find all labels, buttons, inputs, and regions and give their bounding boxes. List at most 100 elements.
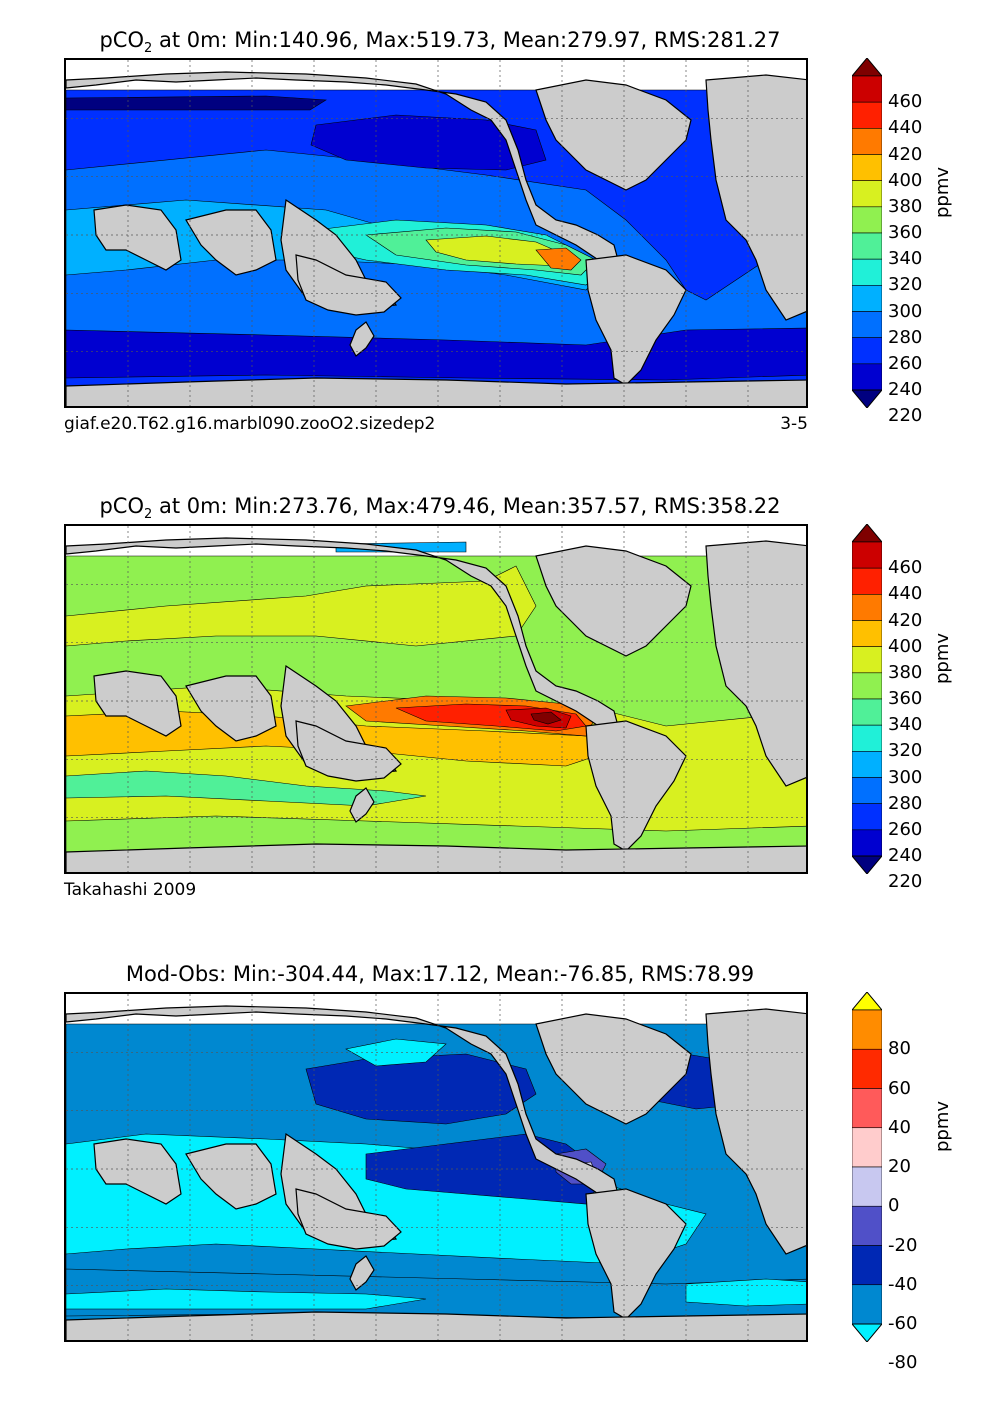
map-plot	[64, 992, 808, 1342]
colorbar	[852, 524, 882, 874]
colorbar-tick-label: 380	[888, 661, 923, 683]
land-mass	[66, 71, 619, 266]
contour-region	[66, 565, 537, 647]
colorbar-band	[852, 1009, 882, 1050]
colorbar-tick-label: 0	[888, 1195, 900, 1217]
colorbar-tick-label: -60	[888, 1313, 918, 1334]
land-mass	[66, 377, 806, 406]
colorbar-band	[852, 258, 882, 286]
contour-region	[66, 770, 427, 807]
panel-difference: Mod-Obs: Min:-304.44, Max:17.12, Mean:-7…	[0, 962, 987, 1422]
colorbar	[852, 992, 882, 1342]
contour-region	[66, 95, 327, 111]
colorbar-band	[852, 724, 882, 752]
land-mass	[535, 1013, 692, 1125]
colorbar-band	[852, 803, 882, 831]
land-mass	[295, 254, 402, 316]
colorbar-extend-max	[852, 58, 882, 77]
map-plot	[64, 524, 808, 874]
colorbar-band	[852, 1245, 882, 1286]
land-mass	[585, 254, 687, 386]
colorbar-tick-label: 320	[888, 740, 923, 762]
run-name-label: giaf.e20.T62.g16.marbl090.zooO2.sizedep2	[64, 414, 436, 434]
colorbar-tick-label: 460	[888, 91, 923, 113]
colorbar-unit-label: ppmv	[932, 1100, 953, 1152]
season-label: 3-5	[780, 414, 808, 434]
colorbar-tick-label: 400	[888, 169, 923, 191]
land-mass	[66, 843, 806, 872]
land-mass	[295, 1188, 402, 1250]
colorbar-band	[852, 206, 882, 234]
land-mass	[705, 74, 806, 321]
colorbar-tick-label: 280	[888, 792, 923, 814]
land-mass	[66, 1311, 806, 1340]
land-mass	[705, 1008, 806, 1255]
land-mass	[93, 670, 182, 737]
colorbar-tick-label: 340	[888, 714, 923, 736]
colorbar-tick-label: 240	[888, 379, 923, 400]
colorbar-tick-label: 220	[888, 405, 923, 427]
colorbar-extend-max	[852, 992, 882, 1011]
colorbar-tick-label: 440	[888, 117, 923, 139]
contour-region	[535, 247, 582, 271]
land-mass	[585, 720, 687, 852]
colorbar-extend-min	[852, 1323, 882, 1342]
colorbar-tick-label: 380	[888, 195, 923, 217]
colorbar-tick-label: 260	[888, 352, 923, 374]
colorbar-tick-label: 340	[888, 248, 923, 270]
land-mass	[185, 675, 277, 742]
land-mass	[349, 321, 375, 357]
contour-region	[530, 711, 562, 725]
land-mass	[185, 1143, 277, 1210]
colorbar-band	[852, 311, 882, 338]
colorbar-band	[852, 829, 882, 857]
colorbar-band	[852, 672, 882, 700]
colorbar-extend-max	[852, 524, 882, 543]
panel-title: pCO2 at 0m: Min:140.96, Max:519.73, Mean…	[99, 28, 781, 57]
colorbar-tick-label: 400	[888, 635, 923, 657]
contour-region	[685, 1278, 806, 1307]
colorbar-band	[852, 101, 882, 129]
colorbar-band	[852, 567, 882, 595]
panel-model-pco2: pCO2 at 0m: Min:140.96, Max:519.73, Mean…	[0, 28, 987, 488]
land-mass	[93, 1138, 182, 1205]
colorbar-tick-label: 360	[888, 222, 923, 243]
colorbar-tick-label: 360	[888, 688, 923, 709]
colorbar-band	[852, 363, 882, 391]
colorbar-band	[852, 1205, 882, 1246]
colorbar-band	[852, 337, 882, 365]
map-plot	[64, 58, 808, 408]
colorbar-band	[852, 128, 882, 155]
colorbar	[852, 58, 882, 408]
colorbar-band	[852, 285, 882, 312]
colorbar-band	[852, 777, 882, 804]
land-mass	[349, 1255, 375, 1291]
colorbar-unit-label: ppmv	[932, 632, 953, 684]
colorbar-tick-label: 240	[888, 845, 923, 866]
land-mass	[349, 787, 375, 823]
land-mass	[66, 537, 619, 732]
colorbar-band	[852, 1166, 882, 1207]
colorbar-band	[852, 620, 882, 647]
colorbar-tick-label: 280	[888, 326, 923, 348]
colorbar-tick-label: 60	[888, 1077, 911, 1099]
land-mass	[66, 1005, 619, 1200]
panel-observed-pco2: pCO2 at 0m: Min:273.76, Max:479.46, Mean…	[0, 494, 987, 954]
colorbar-band	[852, 1127, 882, 1168]
colorbar-tick-label: 420	[888, 609, 923, 631]
colorbar-unit-label: ppmv	[932, 166, 953, 218]
colorbar-band	[852, 594, 882, 621]
colorbar-band	[852, 1284, 882, 1325]
colorbar-tick-label: 220	[888, 871, 923, 893]
colorbar-extend-min	[852, 389, 882, 408]
colorbar-band	[852, 154, 882, 181]
colorbar-tick-label: 420	[888, 143, 923, 165]
contour-region	[310, 114, 547, 171]
panel-title: pCO2 at 0m: Min:273.76, Max:479.46, Mean…	[99, 494, 781, 523]
land-mass	[585, 1188, 687, 1320]
colorbar-tick-label: -80	[888, 1352, 918, 1374]
colorbar-tick-label: -40	[888, 1273, 918, 1295]
colorbar-tick-label: 40	[888, 1116, 911, 1138]
colorbar-tick-label: 460	[888, 557, 923, 579]
colorbar-band	[852, 232, 882, 260]
